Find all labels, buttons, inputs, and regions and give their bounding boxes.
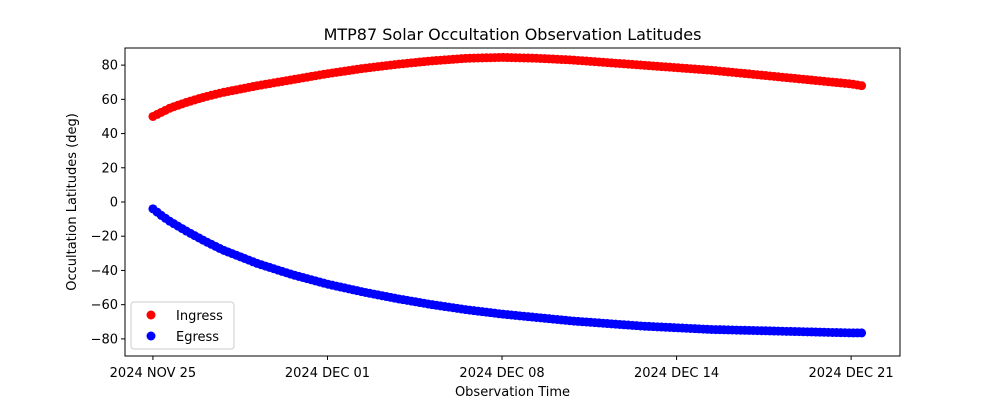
y-tick-label: −20 (91, 230, 118, 245)
x-axis: 2024 NOV 25 2024 DEC 01 2024 DEC 08 2024 DE… (110, 356, 894, 381)
x-tick-label: 2024 DEC 14 (634, 366, 719, 381)
legend-marker (146, 331, 156, 341)
y-axis: −80 −60 −40 −20 0 20 40 60 80 (91, 59, 125, 347)
x-tick-label: 2024 DEC 21 (809, 366, 894, 381)
y-tick-label: −80 (91, 332, 118, 347)
data-point (857, 81, 867, 91)
legend: Ingress Egress (130, 301, 235, 350)
series-egress (148, 204, 867, 338)
legend-label: Ingress (176, 309, 223, 324)
y-tick-label: 40 (101, 127, 118, 142)
legend-box (130, 301, 235, 350)
y-tick-label: 0 (110, 196, 118, 211)
chart-title: MTP87 Solar Occultation Observation Lati… (324, 25, 702, 44)
y-tick-label: 60 (101, 93, 118, 108)
y-tick-label: −60 (91, 298, 118, 313)
x-tick-label: 2024 DEC 01 (285, 366, 370, 381)
y-tick-label: 20 (101, 161, 118, 176)
legend-label: Egress (176, 330, 219, 345)
x-tick-label: 2024 DEC 08 (459, 366, 544, 381)
x-axis-label: Observation Time (455, 385, 570, 400)
data-points (148, 52, 867, 338)
y-tick-label: −40 (91, 264, 118, 279)
data-point (857, 328, 867, 338)
y-tick-label: 80 (101, 59, 118, 74)
x-tick-label: 2024 NOV 25 (110, 366, 197, 381)
series-ingress (148, 52, 867, 121)
legend-marker (146, 310, 156, 320)
y-axis-label: Occultation Latitudes (deg) (65, 113, 80, 291)
